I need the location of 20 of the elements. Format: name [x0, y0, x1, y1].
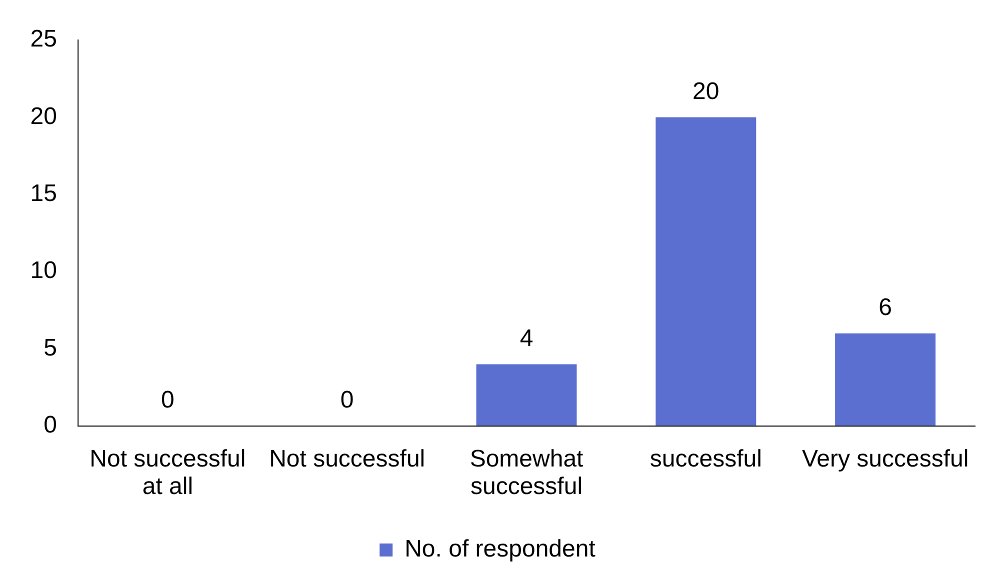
- x-tick-label: Somewhat successful: [470, 445, 584, 500]
- legend-label: No. of respondent: [404, 536, 596, 563]
- x-tick-label: successful: [650, 445, 762, 472]
- x-tick-label: Not successful at all: [90, 445, 246, 500]
- x-tick-label: Not successful: [269, 445, 426, 472]
- data-label: 4: [520, 324, 534, 352]
- y-tick-label: 0: [44, 412, 57, 439]
- data-label: 6: [878, 294, 892, 321]
- data-label: 0: [340, 386, 354, 414]
- bar: [656, 117, 756, 426]
- x-tick-label: Very successful: [802, 445, 969, 472]
- y-tick-label: 10: [30, 257, 57, 284]
- data-label: 20: [692, 78, 720, 105]
- y-tick-label: 15: [30, 180, 57, 208]
- y-tick-label: 20: [30, 102, 57, 130]
- bar: [835, 333, 936, 426]
- y-tick-label: 25: [30, 26, 57, 53]
- data-label: 0: [161, 386, 174, 414]
- bar: [476, 364, 577, 426]
- y-tick-label: 5: [44, 334, 57, 362]
